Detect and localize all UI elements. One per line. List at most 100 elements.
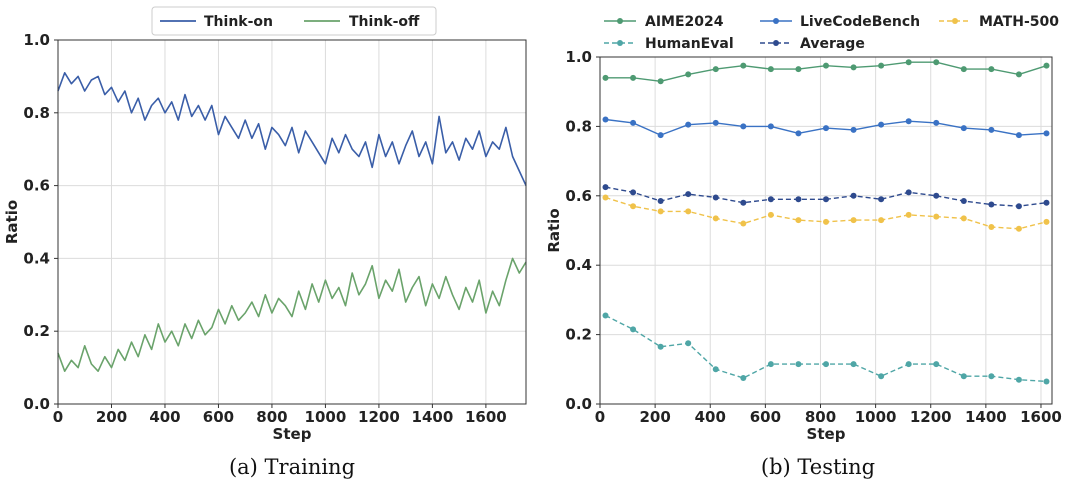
data-point-average xyxy=(905,189,912,196)
y-tick-label: 0.0 xyxy=(565,395,592,413)
legend-frame xyxy=(151,6,437,36)
x-tick-label: 1600 xyxy=(465,408,507,426)
data-point-livecodebench xyxy=(905,118,912,125)
y-tick-label: 0.4 xyxy=(23,249,50,267)
legend-label: MATH-500 xyxy=(979,14,1059,30)
y-tick-label: 0.0 xyxy=(23,395,50,413)
data-point-humaneval xyxy=(630,326,637,333)
data-point-humaneval xyxy=(1043,378,1050,385)
data-point-humaneval xyxy=(712,366,719,373)
data-point-humaneval xyxy=(988,373,995,380)
data-point-math-500 xyxy=(767,211,774,218)
data-point-math-500 xyxy=(933,213,940,220)
data-point-livecodebench xyxy=(712,119,719,126)
x-tick-label: 400 xyxy=(695,408,726,426)
y-tick-label: 0.8 xyxy=(23,104,50,122)
legend-label: LiveCodeBench xyxy=(800,14,920,30)
data-point-aime2024 xyxy=(823,62,829,69)
series-line-think-off xyxy=(57,257,527,373)
data-point-humaneval xyxy=(933,361,940,368)
data-point-average xyxy=(712,194,719,201)
data-point-math-500 xyxy=(630,203,637,210)
data-point-livecodebench xyxy=(850,126,857,133)
data-point-math-500 xyxy=(602,194,609,201)
y-axis-label: Ratio xyxy=(3,200,21,244)
x-tick-label: 1400 xyxy=(412,408,454,426)
x-axis-label: Step xyxy=(807,425,846,443)
data-point-aime2024 xyxy=(1043,62,1050,69)
data-point-livecodebench xyxy=(878,121,885,128)
legend-label: HumanEval xyxy=(645,36,734,52)
data-point-math-500 xyxy=(657,208,664,215)
data-point-math-500 xyxy=(1015,225,1022,232)
y-tick-label: 1.0 xyxy=(565,48,592,66)
data-point-aime2024 xyxy=(602,74,609,81)
training-chart: 0 200 400 600 800 1000 1200 1400 1600 0.0 0.2 0.4 0.… xyxy=(3,6,527,479)
data-point-aime2024 xyxy=(1015,71,1022,78)
data-point-math-500 xyxy=(960,215,967,222)
data-point-math-500 xyxy=(795,217,802,224)
x-axis-label: Step xyxy=(273,425,312,443)
x-tick-label: 1200 xyxy=(358,408,400,426)
legend-label: AIME2024 xyxy=(645,14,724,30)
data-point-humaneval xyxy=(960,373,967,380)
data-point-math-500 xyxy=(1043,218,1050,225)
y-tick-label: 0.8 xyxy=(565,117,592,135)
x-tick-label: 400 xyxy=(149,408,180,426)
x-tick-label: 1000 xyxy=(855,408,897,426)
data-point-aime2024 xyxy=(712,66,719,73)
legend-marker xyxy=(617,18,623,24)
plot-frame xyxy=(57,39,527,405)
y-tick-label: 0.6 xyxy=(23,177,50,195)
x-tick-label: 200 xyxy=(639,408,670,426)
data-point-humaneval xyxy=(685,340,692,347)
x-tick-label: 600 xyxy=(750,408,781,426)
data-point-humaneval xyxy=(657,343,664,350)
data-point-math-500 xyxy=(712,215,719,222)
data-point-aime2024 xyxy=(767,66,774,73)
data-point-aime2024 xyxy=(905,59,912,66)
legend-label: Think-off xyxy=(349,14,420,30)
legend: AIME2024 LiveCodeBench MATH-500 HumanEval Av… xyxy=(604,14,1059,52)
data-point-average xyxy=(960,198,967,205)
subfigure-caption: (b) Testing xyxy=(761,455,875,479)
x-tick-label: 1400 xyxy=(965,408,1007,426)
data-point-livecodebench xyxy=(1015,132,1022,139)
subfigure-caption: (a) Training xyxy=(229,455,355,479)
data-point-humaneval xyxy=(905,361,912,368)
legend-marker xyxy=(773,18,779,24)
data-point-humaneval xyxy=(823,361,829,368)
x-tick-label: 800 xyxy=(805,408,836,426)
data-point-aime2024 xyxy=(740,62,747,69)
data-point-livecodebench xyxy=(630,119,637,126)
data-point-humaneval xyxy=(767,361,774,368)
data-point-average xyxy=(850,192,857,199)
data-point-average xyxy=(685,191,692,198)
x-tick-label: 1200 xyxy=(910,408,952,426)
y-tick-label: 0.2 xyxy=(565,326,592,344)
data-point-livecodebench xyxy=(767,123,774,130)
data-point-aime2024 xyxy=(685,71,692,78)
data-point-livecodebench xyxy=(602,116,609,123)
data-point-average xyxy=(740,199,747,206)
data-point-average xyxy=(630,189,637,196)
legend-marker xyxy=(617,40,623,46)
x-tick-label: 1600 xyxy=(1020,408,1062,426)
data-point-average xyxy=(878,196,885,203)
data-point-aime2024 xyxy=(795,66,802,73)
data-point-average xyxy=(795,196,802,203)
y-tick-label: 0.6 xyxy=(565,187,592,205)
data-point-aime2024 xyxy=(630,74,637,81)
data-point-humaneval xyxy=(1015,376,1022,383)
data-point-math-500 xyxy=(905,211,912,218)
data-point-livecodebench xyxy=(1043,130,1050,137)
data-point-math-500 xyxy=(740,220,747,227)
data-point-aime2024 xyxy=(850,64,857,71)
x-tick-label: 0 xyxy=(595,408,605,426)
data-point-aime2024 xyxy=(878,62,885,69)
legend: Think-on Think-off xyxy=(151,6,437,36)
y-tick-label: 1.0 xyxy=(23,31,50,49)
legend-marker xyxy=(773,40,779,46)
data-point-livecodebench xyxy=(657,132,664,139)
data-point-aime2024 xyxy=(960,66,967,73)
